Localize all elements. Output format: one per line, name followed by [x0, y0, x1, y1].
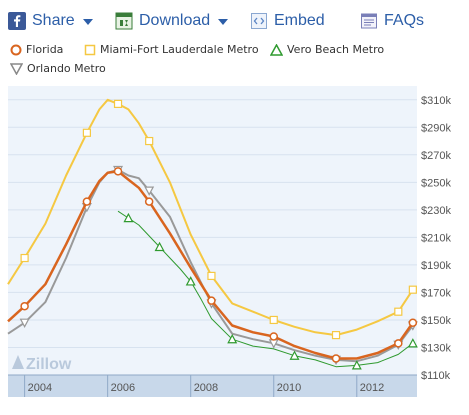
data-point [145, 136, 154, 146]
chart-legend: Florida Miami-Fort Lauderdale Metro Vero… [4, 40, 464, 84]
x-axis-band [8, 375, 417, 397]
data-point [185, 276, 196, 286]
data-point [20, 301, 29, 311]
y-tick-label: $110k [421, 370, 451, 382]
y-tick-label: $190k [421, 260, 451, 272]
embed-label: Embed [274, 12, 325, 29]
share-label: Share [32, 12, 75, 29]
legend-label: Orlando Metro [27, 62, 106, 75]
data-point [113, 99, 123, 108]
y-tick-label: $130k [421, 342, 451, 354]
y-tick-label: $210k [421, 232, 451, 244]
data-point [408, 285, 417, 294]
legend-label: Vero Beach Metro [287, 43, 385, 56]
embed-icon [251, 13, 267, 29]
faqs-icon [361, 13, 377, 29]
data-point [394, 339, 403, 348]
y-tick-label: $290k [421, 122, 451, 134]
chevron-down-icon [82, 19, 93, 25]
series-line [117, 210, 414, 368]
triangle-up-marker-icon [270, 43, 283, 56]
legend-label: Miami-Fort Lauderdale Metro [100, 43, 259, 56]
faqs-label: FAQs [384, 12, 425, 29]
data-point [269, 332, 278, 341]
data-point [154, 241, 165, 252]
data-point [82, 128, 91, 137]
x-tick-label: 2004 [28, 382, 52, 394]
plot-background [8, 86, 417, 375]
x-tick-label: 2010 [277, 382, 301, 394]
x-tick-label: 2012 [360, 382, 384, 394]
y-tick-label: $150k [421, 315, 451, 327]
square-marker-icon [84, 44, 96, 55]
data-point [123, 212, 134, 223]
toolbar: Share Download Embed FAQs [0, 0, 469, 40]
download-button[interactable]: Download [115, 9, 229, 33]
price-chart[interactable]: 2004 2006 2008 2010 2012 $110k $130k $150k $170k… [0, 84, 469, 415]
y-tick-label: $310k [421, 95, 451, 107]
data-point [20, 253, 29, 263]
data-point [269, 315, 278, 325]
data-point [331, 354, 341, 363]
data-point [19, 318, 30, 328]
data-point [227, 333, 238, 344]
x-tick-label: 2006 [111, 382, 135, 394]
embed-button[interactable]: Embed [250, 9, 325, 33]
x-tick-label: 2008 [194, 382, 218, 394]
data-point [408, 318, 418, 327]
chevron-down-icon [218, 19, 229, 25]
y-tick-label: $230k [421, 205, 451, 217]
data-point [144, 197, 154, 206]
circle-marker-icon [10, 44, 22, 55]
data-point [144, 186, 155, 196]
data-point [207, 296, 216, 305]
share-button[interactable]: Share [8, 9, 93, 33]
data-point [289, 350, 300, 360]
zillow-logo-icon [12, 355, 24, 369]
y-tick-label: $270k [421, 150, 451, 162]
data-point [113, 167, 123, 176]
triangle-down-marker-icon [10, 62, 23, 75]
data-point [394, 307, 403, 316]
facebook-icon [8, 12, 26, 30]
data-point [331, 330, 341, 340]
legend-item-vero-beach[interactable]: Vero Beach Metro [270, 43, 384, 56]
data-point [407, 338, 418, 348]
zillow-watermark: Zillow [26, 356, 72, 373]
download-label: Download [139, 12, 211, 29]
faqs-button[interactable]: FAQs [360, 9, 424, 33]
y-tick-label: $250k [421, 177, 451, 189]
data-point [207, 271, 216, 281]
legend-item-miami[interactable]: Miami-Fort Lauderdale Metro [84, 43, 259, 56]
legend-item-orlando[interactable]: Orlando Metro [10, 62, 106, 75]
y-tick-label: $170k [421, 287, 451, 299]
legend-item-florida[interactable]: Florida [10, 43, 63, 56]
data-point [82, 197, 92, 206]
download-icon [115, 12, 133, 30]
legend-label: Florida [26, 43, 64, 56]
data-point [351, 360, 362, 370]
